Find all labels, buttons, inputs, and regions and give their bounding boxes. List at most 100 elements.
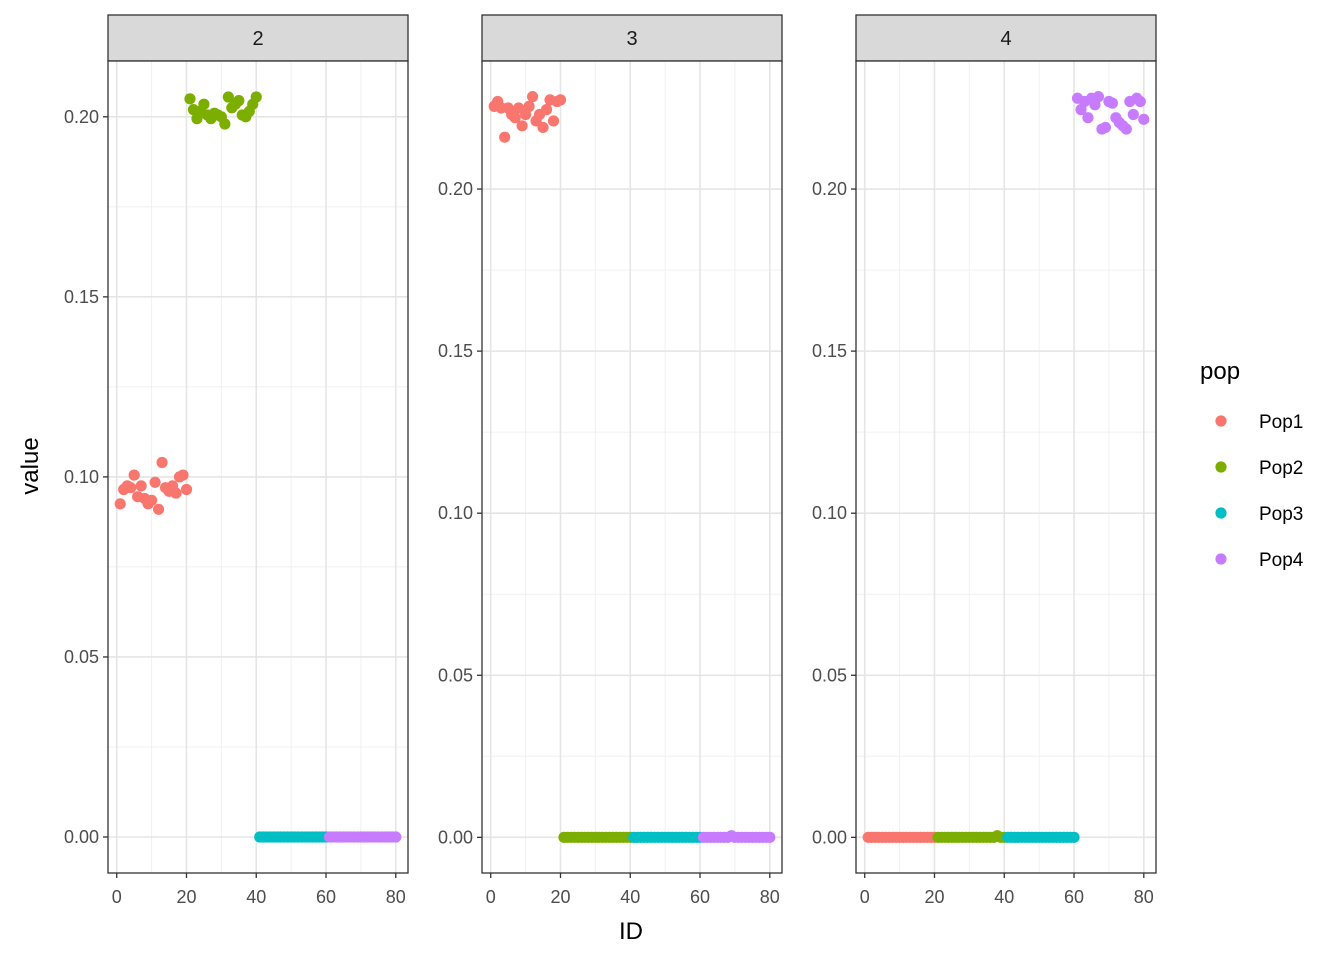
legend-title: pop (1200, 358, 1240, 385)
x-tick-label: 0 (486, 887, 496, 907)
data-point-pop4 (1099, 121, 1112, 134)
legend-key-pop1 (1215, 415, 1227, 427)
facet-strip (107, 14, 409, 62)
facet-panels: 20.000.050.100.150.200 20 40 60 8030.000.050… (64, 14, 1157, 907)
x-tick-label: 20 (176, 887, 196, 907)
facet-strip-label: 4 (1000, 28, 1011, 50)
y-tick-label: 0.10 (812, 503, 847, 523)
legend-entry-pop1: Pop1 (1215, 412, 1303, 433)
data-point-pop1 (509, 112, 521, 124)
panel-border (855, 60, 1157, 874)
data-point-pop1 (523, 100, 535, 112)
data-point-pop1 (499, 131, 511, 143)
data-point-pop1 (152, 503, 165, 515)
y-axis-title: value (17, 437, 44, 494)
legend: pop Pop1 Pop2 Pop3 Pop4 (1200, 358, 1304, 571)
legend-key-pop2 (1215, 461, 1227, 473)
data-point-pop1 (128, 469, 140, 481)
data-point-pop1 (146, 494, 158, 506)
legend-label-pop2: Pop2 (1259, 458, 1303, 479)
data-point-pop1 (149, 476, 161, 488)
data-point-pop1 (135, 480, 147, 492)
data-point-pop4 (1138, 113, 1150, 125)
legend-label-pop1: Pop1 (1259, 412, 1303, 433)
data-point-pop1 (114, 498, 126, 510)
data-point-pop1 (156, 456, 168, 469)
y-tick-label: 0.15 (812, 341, 847, 361)
y-tick-label: 0.00 (812, 827, 847, 847)
y-tick-label: 0.15 (438, 341, 473, 361)
data-point-pop1 (540, 104, 553, 116)
y-tick-label: 0.05 (64, 647, 99, 667)
data-point-pop4 (764, 831, 776, 843)
x-tick-label: 40 (620, 887, 640, 907)
facet-panel-2: 2 0.00 0.05 0.10 0.15 0.20 0 20 40 60 80 (64, 14, 409, 907)
legend-label-pop4: Pop4 (1259, 550, 1304, 571)
data-point-pop1 (547, 115, 560, 127)
legend-label-pop3: Pop3 (1259, 504, 1303, 525)
x-tick-label: 0 (112, 887, 122, 907)
x-tick-label: 20 (550, 887, 570, 907)
panel-background (108, 61, 408, 873)
y-tick-label: 0.20 (64, 107, 99, 127)
facet-panel-3: 3 0.00 0.05 0.10 0.15 0.20 0 20 40 60 80 (438, 14, 783, 907)
x-axis-title: ID (619, 918, 643, 945)
facet-strip (481, 14, 783, 62)
panel-border (481, 60, 783, 874)
y-tick-label: 0.00 (438, 827, 473, 847)
y-tick-label: 0.05 (438, 665, 473, 685)
y-tick-label: 0.00 (64, 827, 99, 847)
x-tick-label: 80 (1134, 887, 1154, 907)
legend-key-pop3 (1215, 507, 1227, 519)
x-tick-label: 60 (1064, 887, 1084, 907)
legend-entry-pop2: Pop2 (1215, 458, 1303, 479)
legend-entry-pop3: Pop3 (1215, 504, 1303, 525)
data-point-pop1 (526, 91, 539, 103)
data-point-pop1 (516, 120, 528, 132)
data-point-pop1 (170, 487, 182, 499)
facet-strip-label: 2 (252, 28, 263, 50)
y-tick-label: 0.20 (812, 179, 847, 199)
x-tick-label: 60 (690, 887, 710, 907)
data-point-pop4 (1082, 112, 1094, 124)
panel-border (107, 60, 409, 874)
panel-background (856, 61, 1156, 873)
data-point-pop4 (390, 831, 402, 843)
x-tick-label: 0 (860, 887, 870, 907)
data-point-pop4 (1120, 123, 1132, 135)
data-point-pop1 (177, 469, 189, 481)
data-point-pop2 (219, 118, 231, 130)
y-tick-label: 0.15 (64, 287, 99, 307)
data-point-pop4 (1127, 108, 1139, 121)
x-tick-label: 80 (386, 887, 406, 907)
data-point-pop2 (250, 91, 262, 103)
data-point-pop2 (233, 95, 245, 107)
panel-background (482, 61, 782, 873)
legend-key-pop4 (1215, 553, 1227, 565)
data-point-pop1 (180, 483, 193, 496)
data-point-pop1 (125, 482, 137, 494)
y-tick-label: 0.20 (438, 179, 473, 199)
x-tick-label: 80 (760, 887, 780, 907)
data-point-pop1 (537, 121, 549, 134)
data-point-pop4 (1134, 95, 1146, 108)
data-point-pop1 (554, 94, 567, 106)
x-tick-label: 40 (246, 887, 266, 907)
x-tick-label: 40 (994, 887, 1014, 907)
x-tick-label: 60 (316, 887, 336, 907)
x-tick-label: 20 (924, 887, 944, 907)
y-tick-label: 0.05 (812, 665, 847, 685)
legend-entry-pop4: Pop4 (1215, 550, 1304, 571)
data-point-pop2 (222, 91, 234, 103)
y-tick-label: 0.10 (438, 503, 473, 523)
facet-strip-label: 3 (626, 28, 637, 50)
y-tick-label: 0.10 (64, 467, 99, 487)
data-point-pop2 (184, 93, 196, 105)
facet-strip (855, 14, 1157, 62)
data-point-pop4 (1092, 91, 1105, 103)
data-point-pop3 (1068, 831, 1080, 843)
data-point-pop4 (1106, 97, 1118, 109)
data-point-pop2 (198, 98, 210, 110)
facet-panel-4: 4 0.00 0.05 0.10 0.15 0.20 0 20 40 60 80 (812, 14, 1157, 907)
